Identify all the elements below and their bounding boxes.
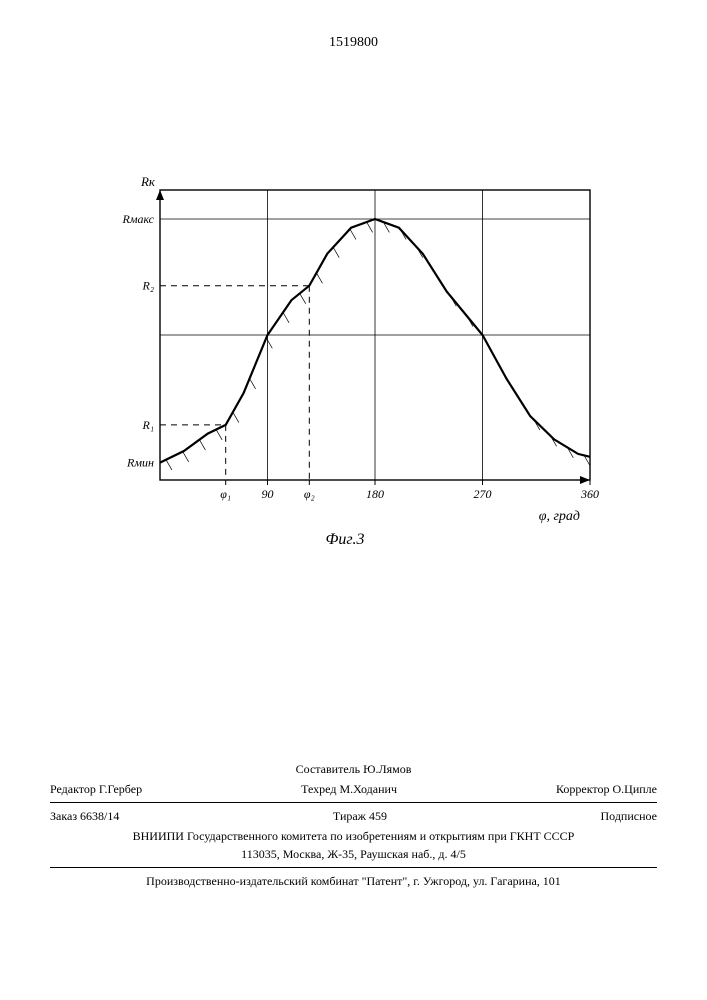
svg-text:R₁: R₁ — [141, 418, 154, 432]
svg-text:φ₁: φ₁ — [220, 487, 231, 501]
svg-text:φ₂: φ₂ — [304, 487, 315, 501]
tirazh: Тираж 459 — [333, 807, 387, 825]
svg-text:360: 360 — [580, 487, 599, 501]
podpisnoe: Подписное — [601, 807, 658, 825]
footer: Составитель Ю.Лямов Редактор Г.Гербер Те… — [50, 760, 657, 890]
printer: Производственно-издательский комбинат "П… — [50, 872, 657, 890]
corrector: Корректор О.Ципле — [556, 780, 657, 798]
svg-text:Rмакс: Rмакс — [122, 212, 155, 226]
divider-1 — [50, 802, 657, 803]
svg-text:Фиг.3: Фиг.3 — [326, 531, 365, 548]
divider-2 — [50, 867, 657, 868]
svg-text:φ, град: φ, град — [539, 509, 580, 524]
svg-text:R₂: R₂ — [141, 279, 154, 293]
address: 113035, Москва, Ж-35, Раушская наб., д. … — [50, 845, 657, 863]
chart-svg: Rк Rмакс R₂ R₁ Rмин φ₁ 90 φ₂ 180 270 360φ, град Фиг… — [90, 170, 610, 550]
svg-text:90: 90 — [262, 487, 274, 501]
techred: Техред М.Ходанич — [301, 780, 397, 798]
svg-text:180: 180 — [366, 487, 384, 501]
svg-text:Rмин: Rмин — [126, 456, 154, 470]
page-number: 1519800 — [329, 35, 378, 51]
chart: Rк Rмакс R₂ R₁ Rмин φ₁ 90 φ₂ 180 270 360φ, град Фиг… — [90, 170, 610, 550]
svg-text:270: 270 — [474, 487, 492, 501]
org: ВНИИПИ Государственного комитета по изоб… — [50, 827, 657, 845]
order: Заказ 6638/14 — [50, 807, 119, 825]
svg-text:Rк: Rк — [140, 174, 156, 189]
editor: Редактор Г.Гербер — [50, 780, 142, 798]
footer-row-1: Редактор Г.Гербер Техред М.Ходанич Корре… — [50, 780, 657, 798]
compiler: Составитель Ю.Лямов — [50, 760, 657, 778]
footer-row-2: Заказ 6638/14 Тираж 459 Подписное — [50, 807, 657, 825]
